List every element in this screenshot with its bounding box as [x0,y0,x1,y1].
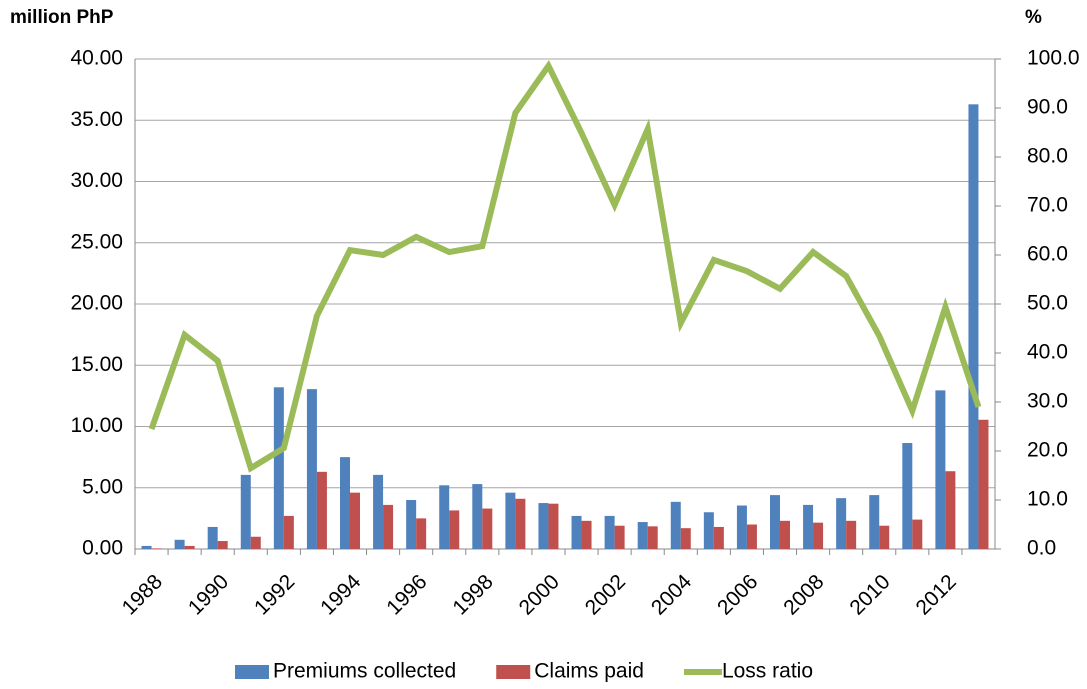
y2-tick-label: 20.0 [1027,439,1068,462]
bar [383,504,394,549]
bar [614,525,625,549]
bar [482,508,493,549]
x-tick-label: 2006 [713,570,762,619]
y-tick-label: 25.00 [70,230,123,253]
bar [713,526,724,549]
bar [340,457,350,549]
y-tick-label: 35.00 [70,108,123,131]
bar [813,522,824,549]
bar [780,520,790,549]
legend-label: Loss ratio [722,660,813,683]
bar [680,528,691,549]
bar [604,515,615,549]
bar [141,545,152,549]
bar [472,484,483,549]
bar [902,443,913,549]
x-tick-label: 1990 [184,570,233,619]
y-tick-label: 5.00 [82,475,123,498]
bar [637,522,648,549]
x-tick-label: 1988 [118,570,167,619]
bar [703,512,714,549]
y-tick-label: 0.00 [82,537,123,560]
y2-tick-label: 50.0 [1027,292,1068,315]
bar [770,495,780,549]
bar [515,498,526,549]
line [148,59,982,473]
y-tick-label: 15.00 [70,353,123,376]
bar [935,390,946,549]
y-tick-label: 30.00 [70,169,123,192]
bar [571,515,582,549]
bar [670,501,681,549]
bar [869,495,880,549]
bar [945,471,956,549]
x-tick-label: 1994 [316,570,366,620]
y2-tick-label: 0.0 [1027,537,1056,560]
y2-tick-label: 80.0 [1027,145,1068,168]
bar [879,525,890,549]
y2-tick-label: 10.0 [1027,488,1068,511]
x-tick-label: 2002 [581,570,630,619]
bar [184,545,195,549]
bar [736,505,747,549]
legend-swatch [496,665,531,679]
bar [207,526,218,549]
y-tick-label: 20.00 [70,292,123,315]
bar [439,485,450,549]
y2-tick-label: 40.0 [1027,341,1068,364]
bar [912,519,923,549]
bar [273,387,284,549]
bar [968,104,979,549]
bar [151,548,162,549]
x-tick-label: 2004 [647,570,697,620]
y2-tick-label: 30.0 [1027,390,1068,413]
x-tick-label: 2010 [845,570,894,619]
bar [306,389,317,549]
bar [978,419,989,549]
y2-tick-label: 70.0 [1027,194,1068,217]
bar [217,541,228,549]
x-tick-label: 2000 [515,570,564,619]
legend-swatch [235,665,269,679]
bar [746,524,757,549]
bar [350,492,360,549]
x-tick-label: 1992 [250,570,299,619]
bar [250,536,261,549]
legend-label: Premiums collected [273,660,456,683]
y2-tick-label: 100.0 [1027,47,1080,70]
bar [240,474,251,549]
bar [406,500,417,549]
bar [803,504,814,549]
y2-tick-label: 60.0 [1027,243,1068,266]
x-tick-label: 2008 [779,570,828,619]
bar [581,520,592,549]
bar [647,526,658,549]
bar [548,503,559,549]
x-tick-label: 1996 [382,570,431,619]
y2-axis-title: % [1025,7,1042,28]
bar [416,518,427,549]
bar [283,515,294,549]
bar [174,539,185,549]
bar [846,520,857,549]
bar [836,498,847,549]
legend-label: Claims paid [534,660,644,683]
y-tick-label: 10.00 [70,414,123,437]
bar [373,474,384,549]
bar [449,510,460,549]
x-tick-label: 2012 [912,570,961,619]
bar [316,471,327,549]
y2-tick-label: 90.0 [1027,96,1068,119]
bar [505,492,516,549]
bar [538,503,549,549]
y-tick-label: 40.00 [70,47,123,70]
y-axis-title: million PhP [10,7,114,28]
x-tick-label: 1998 [448,570,497,619]
